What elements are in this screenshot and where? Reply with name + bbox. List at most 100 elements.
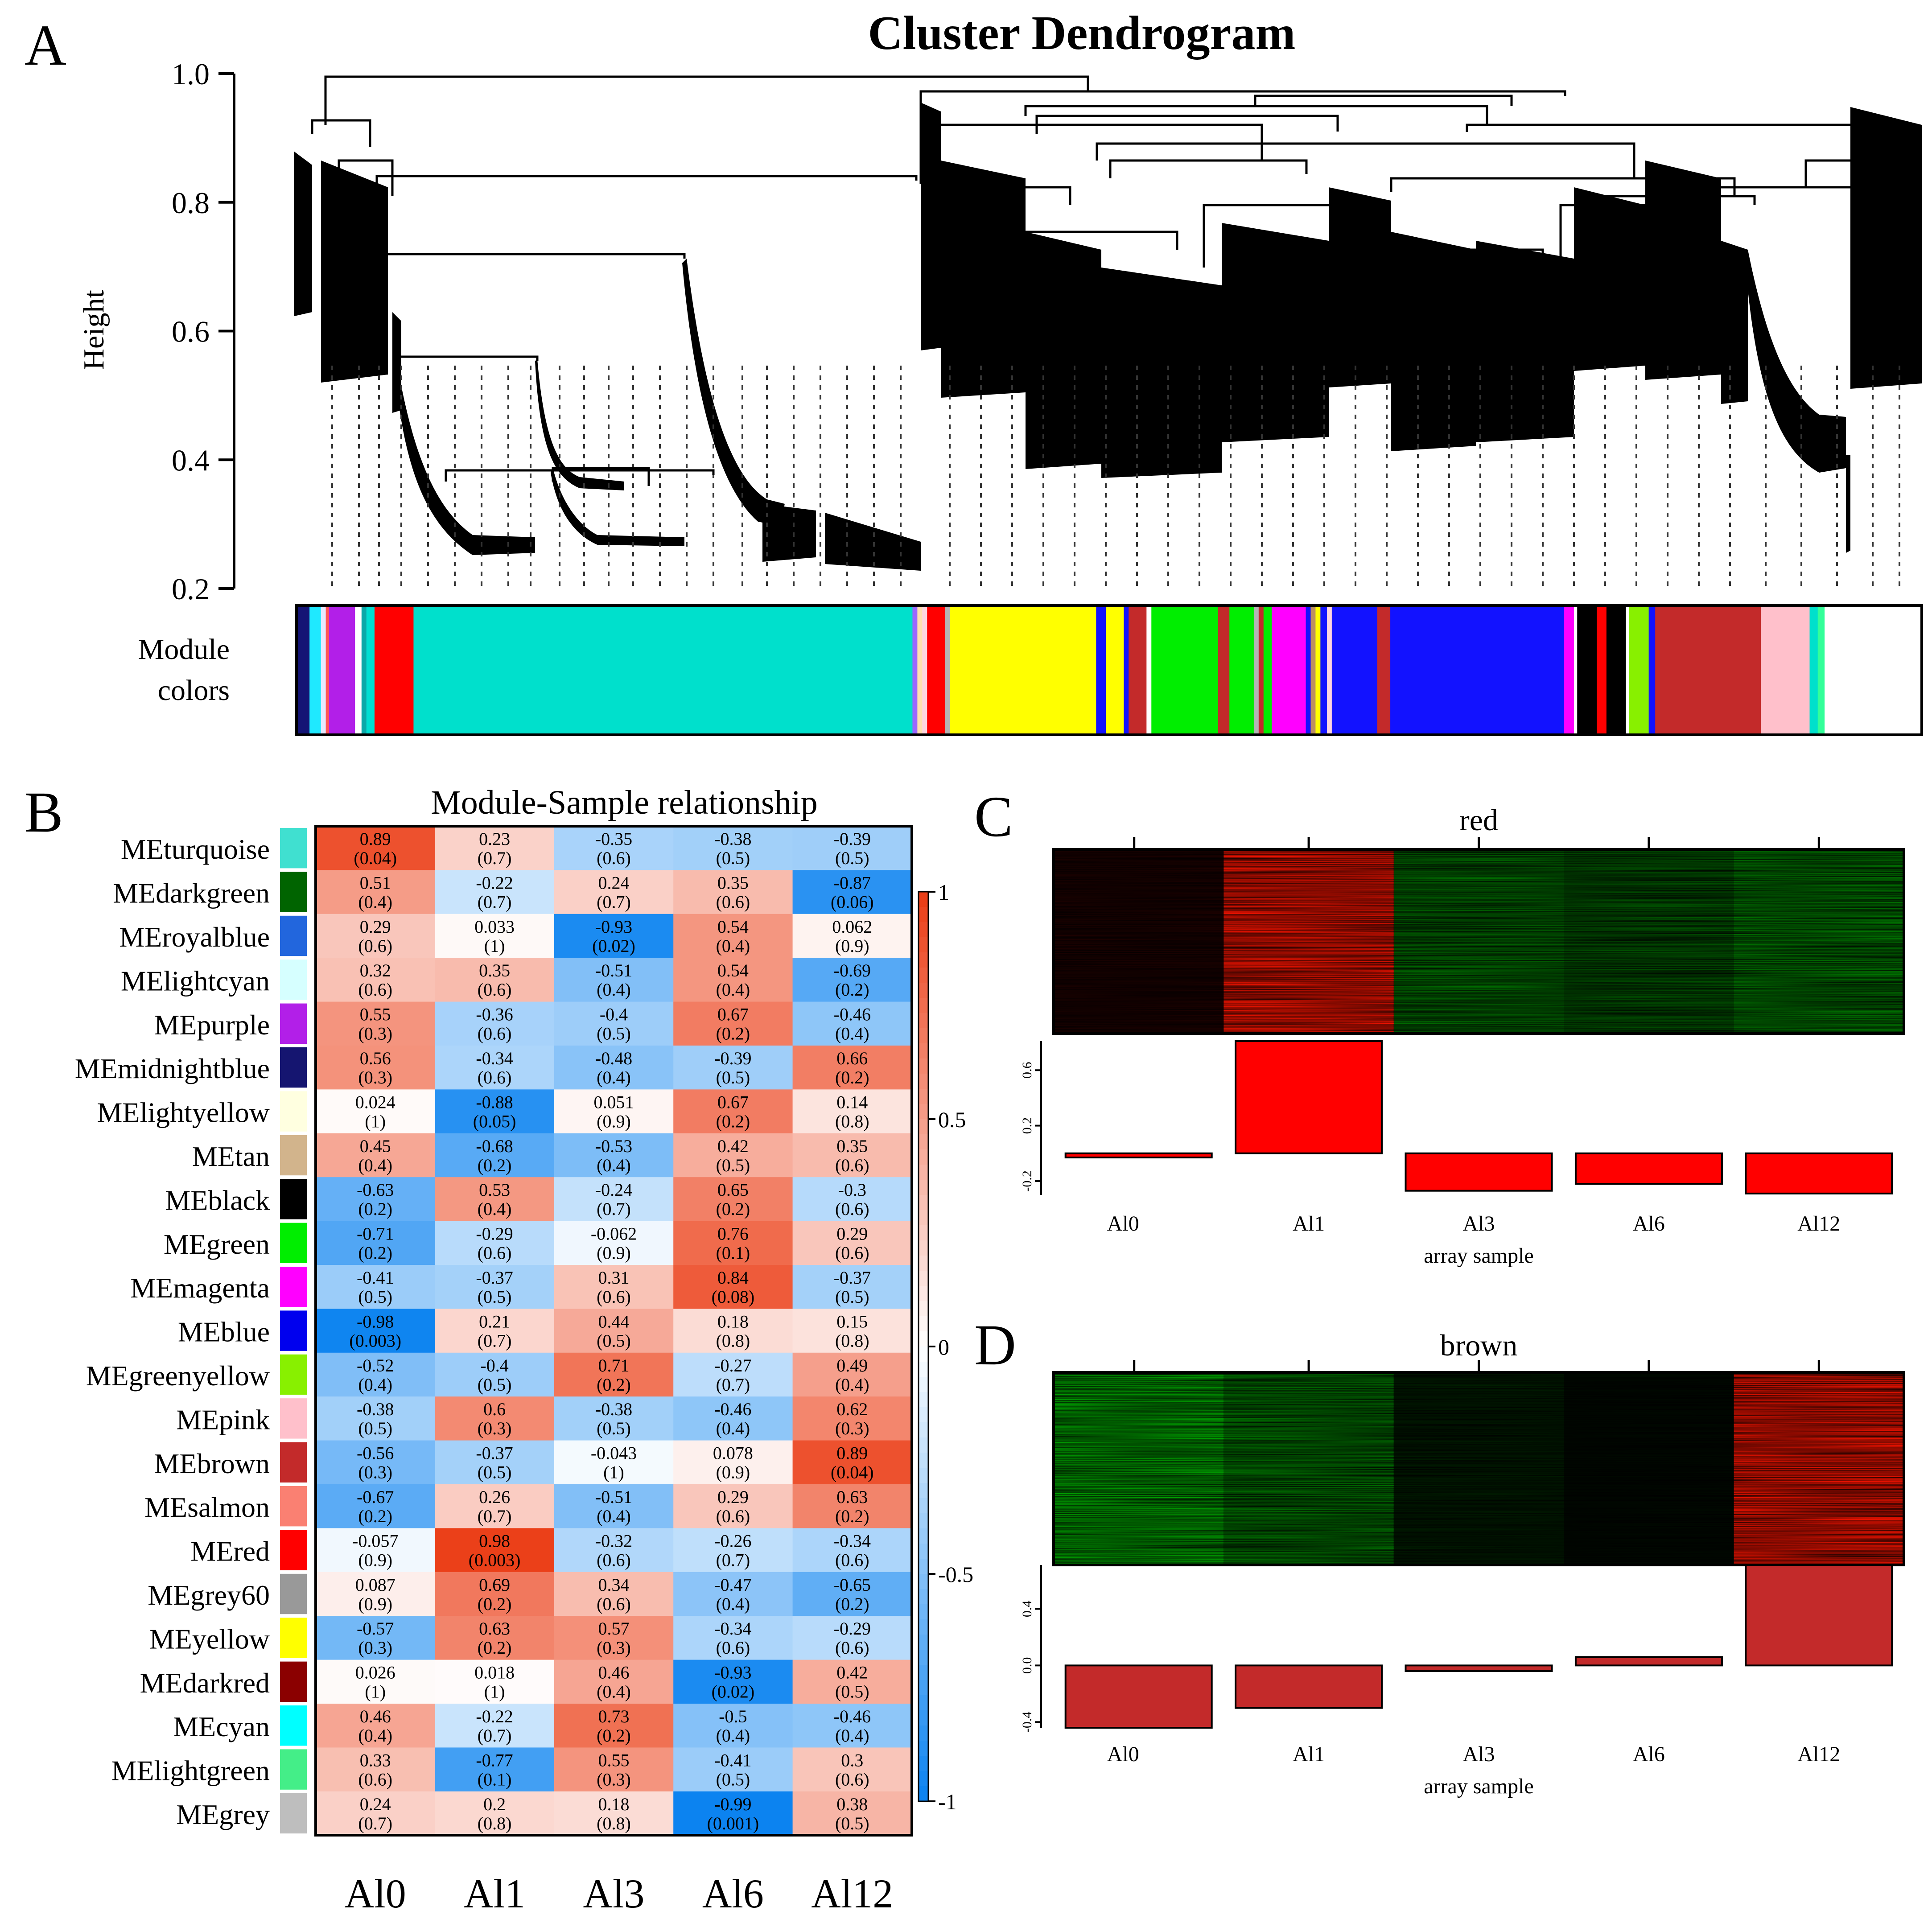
heatmap-cell-r: -0.98 [357,1311,394,1331]
colorbar-step [919,1513,928,1529]
heatmap-cell-p: (0.6) [597,848,631,868]
heatmap-row: MEbrown -0.56(0.3) -0.37(0.5) -0.043(1) 0.07… [154,1440,912,1485]
heatmap-cell-r: 0.69 [479,1575,510,1595]
heatmap-cell-p: (0.003) [349,1330,401,1351]
heatmap-cell [673,1484,793,1528]
colorbar-step [919,1589,928,1605]
heatmap-cell [792,1133,912,1178]
heatmap-cell [316,958,435,1002]
chart-a-dendrogram [294,75,1922,589]
heatmap-cell [673,1352,793,1397]
colorbar-step [919,1362,928,1377]
chart-d: brown 0.4 0.0 -0.4 Al0 Al1 Al3 Al6 Al12 array sam… [1020,1328,1905,1798]
heatmap-cell-r: -0.29 [834,1618,871,1639]
heatmap-cell [792,1001,912,1046]
heatmap-cell [673,1616,793,1660]
heatmap-cell-p: (0.5) [478,1287,512,1307]
heatmap-row-color-swatch [280,1442,307,1482]
heatmap-cell-r: -0.057 [352,1531,398,1551]
expression-row-texture [1223,1372,1394,1565]
heatmap-cell [435,1352,555,1397]
panel-a: A Cluster Dendrogram Height 0.2 0.4 0.6 0.8… [25,7,1923,736]
module-color-segment [1106,605,1125,735]
heatmap-row: MEyellow -0.57(0.3)0.63(0.2)0.57(0.3)-0.3… [149,1616,912,1660]
heatmap-cell-r: 0.26 [479,1487,510,1507]
heatmap-cell [792,1704,912,1748]
bar [1064,1152,1213,1159]
heatmap-cell-r: -0.38 [714,829,751,849]
heatmap-cell-r: -0.26 [714,1531,751,1551]
heatmap-cell [673,1221,793,1265]
heatmap-row: MElightyellow 0.024(1)-0.88(0.05)0.051(0.… [97,1089,912,1134]
heatmap-cell [554,1265,674,1309]
dendrogram-leaf-cluster [1574,187,1645,371]
heatmap-cell-r: 0.55 [360,1005,391,1025]
dendrogram-leaf-droplines [331,366,1900,589]
heatmap-cell-r: 0.32 [360,960,391,980]
heatmap-cell [316,1221,435,1265]
heatmap-cell [316,1177,435,1222]
heatmap-cell [554,1791,674,1836]
dendrogram-leaf-cluster [1850,107,1922,389]
heatmap-row-color-swatch [280,1354,307,1395]
colorbar-step [919,1695,928,1711]
heatmap-cell-r: 0.54 [717,917,749,937]
heatmap-cell-r: 0.024 [355,1092,395,1112]
heatmap-row-label: MEred [190,1536,270,1567]
dendrogram-leaf-cluster [1721,241,1748,404]
heatmap-cell-r: 0.24 [360,1794,391,1814]
heatmap-cell [792,1352,912,1397]
heatmap-cell-r: 0.42 [717,1136,749,1156]
heatmap-cell-r: 0.29 [717,1487,749,1507]
heatmap-cell [792,870,912,914]
heatmap-cell-p: (0.4) [835,1725,869,1746]
heatmap-cell-p: (0.7) [478,892,512,912]
heatmap-cell-p: (0.6) [835,1199,869,1219]
heatmap-cell [316,1440,435,1485]
module-color-segment [1626,605,1630,735]
heatmap-cell-p: (0.6) [478,1024,512,1044]
heatmap-cell-r: 0.56 [360,1048,391,1068]
heatmap-cell [792,914,912,958]
heatmap-cell [435,1747,555,1792]
dendrogram-leaf-cluster [921,103,941,350]
heatmap-cell-p: (0.4) [716,1725,750,1746]
module-color-segment [1218,605,1230,735]
heatmap-cell-p: (0.9) [597,1243,631,1263]
module-color-segment [1310,605,1316,735]
heatmap-cell-p: (0.9) [835,936,869,956]
heatmap-cell-p: (0.5) [835,1813,869,1833]
colorbar-tick-label: 0.5 [938,1107,966,1132]
heatmap-row-color-swatch [280,1749,307,1790]
heatmap-row-label: MEdarkgreen [113,877,270,909]
chart-a-ytick-label: 0.6 [172,315,210,349]
heatmap-cell-p: (0.6) [478,1067,512,1087]
colorbar-step [919,1574,928,1590]
heatmap-cell-r: 0.67 [717,1005,749,1025]
module-color-segment [1146,605,1152,735]
colorbar-step [919,1074,928,1089]
heatmap-cell-p: (0.4) [716,980,750,1000]
heatmap-cell-r: 0.46 [598,1663,630,1683]
heatmap-cell-r: 0.73 [598,1706,630,1726]
bar-category-label: Al0 [1107,1742,1139,1766]
chart-a-ytick-label: 0.8 [172,186,210,220]
heatmap-cell-r: 0.62 [836,1399,868,1419]
heatmap-cell [316,1046,435,1090]
heatmap-cell-r: 0.89 [836,1443,868,1463]
module-color-segment [1272,605,1306,735]
heatmap-cell [554,1616,674,1660]
colorbar-step [919,1286,928,1301]
heatmap-cell [435,1791,555,1836]
module-color-segment [374,605,414,735]
heatmap-cell-p: (0.3) [358,1024,392,1044]
colorbar-step [919,1544,928,1559]
module-color-segment [1263,605,1272,735]
colorbar-step [919,1392,928,1408]
heatmap-row-label: MEsalmon [144,1491,270,1523]
dendrogram-leaf-cluster [395,361,535,555]
heatmap-cell [792,1221,912,1265]
heatmap-cell-r: 0.31 [598,1268,630,1288]
colorbar-step [919,1377,928,1392]
heatmap-cell [792,1484,912,1528]
